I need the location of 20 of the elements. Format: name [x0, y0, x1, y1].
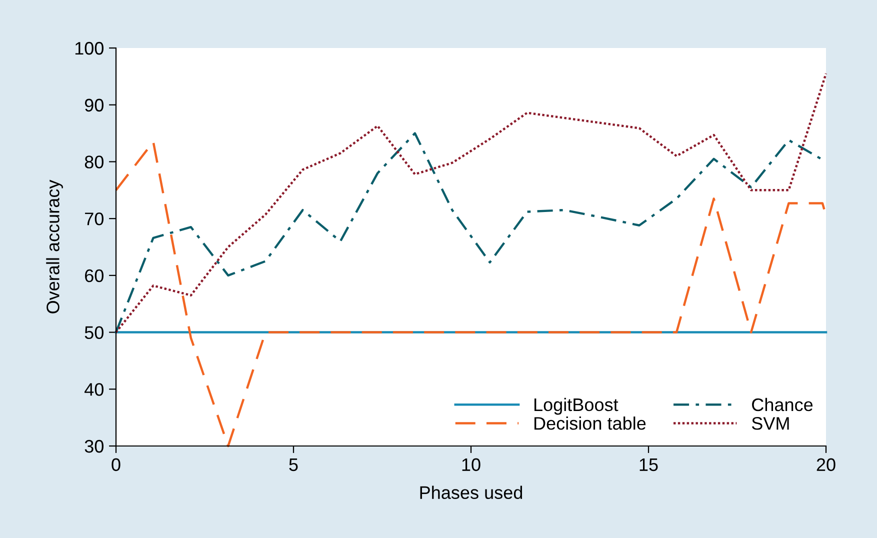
- y-tick-label: 80: [84, 156, 104, 168]
- y-tick-label: 30: [84, 440, 104, 453]
- x-tick-label: 10: [462, 458, 480, 472]
- legend-label: LogitBoost: [534, 398, 618, 415]
- legend-label: Decision table: [534, 416, 646, 430]
- x-tick-label: 5: [289, 458, 298, 472]
- y-tick-label: 70: [85, 212, 104, 226]
- x-axis-title: Phases used: [420, 486, 522, 500]
- y-axis-title: Overall accuracy: [46, 180, 63, 314]
- y-tick-label: 40: [84, 383, 104, 396]
- y-tick-label: 50: [84, 326, 104, 340]
- x-tick-label: 20: [816, 458, 836, 472]
- legend-label: Chance: [752, 398, 813, 412]
- line-series: [114, 72, 828, 334]
- y-tick-label: 60: [85, 269, 104, 282]
- legend-label: SVM: [752, 417, 789, 430]
- y-tick-label: 90: [84, 98, 104, 112]
- x-tick-label: 15: [640, 458, 658, 472]
- y-tick-label: 100: [75, 42, 104, 55]
- x-tick-label: 0: [112, 458, 120, 472]
